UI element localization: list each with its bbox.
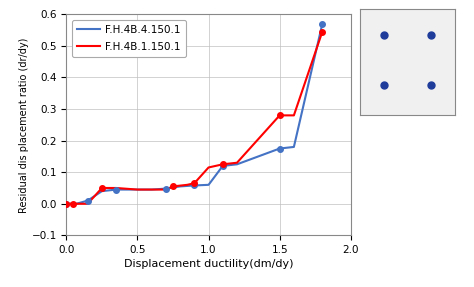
F.H.4B.4.150.1 xyxy=(191,184,197,187)
F.H.4B.4.150.1 xyxy=(99,189,105,193)
F.H.4B.1.150.1 xyxy=(319,30,325,33)
F.H.4B.4.150.1 xyxy=(206,183,211,187)
F.H.4B.1.150.1 xyxy=(71,202,76,205)
Line: F.H.4B.4.150.1: F.H.4B.4.150.1 xyxy=(66,24,322,204)
F.H.4B.4.150.1 xyxy=(319,22,325,26)
F.H.4B.1.150.1 xyxy=(170,185,176,188)
F.H.4B.1.150.1 xyxy=(184,183,190,187)
Legend: F.H.4B.4.150.1, F.H.4B.1.150.1: F.H.4B.4.150.1, F.H.4B.1.150.1 xyxy=(72,20,186,57)
F.H.4B.1.150.1 xyxy=(277,114,283,117)
Line: F.H.4B.1.150.1: F.H.4B.1.150.1 xyxy=(66,32,322,204)
F.H.4B.4.150.1 xyxy=(149,188,155,191)
F.H.4B.4.150.1 xyxy=(163,187,169,190)
F.H.4B.1.150.1 xyxy=(206,166,211,169)
F.H.4B.1.150.1 xyxy=(113,186,119,190)
F.H.4B.4.150.1 xyxy=(85,199,91,202)
X-axis label: Displacement ductility(dm/dy): Displacement ductility(dm/dy) xyxy=(124,259,293,269)
F.H.4B.1.150.1 xyxy=(135,188,140,191)
F.H.4B.4.150.1 xyxy=(64,202,69,205)
F.H.4B.4.150.1 xyxy=(220,164,226,168)
F.H.4B.1.150.1 xyxy=(99,186,105,190)
F.H.4B.4.150.1 xyxy=(291,145,297,149)
F.H.4B.4.150.1 xyxy=(113,188,119,191)
F.H.4B.1.150.1 xyxy=(64,202,69,205)
F.H.4B.4.150.1 xyxy=(277,147,283,150)
F.H.4B.1.150.1 xyxy=(234,161,240,164)
Y-axis label: Residual dis placement ratio (dr/dy): Residual dis placement ratio (dr/dy) xyxy=(18,37,28,213)
F.H.4B.4.150.1 xyxy=(177,185,183,188)
F.H.4B.1.150.1 xyxy=(163,188,169,191)
F.H.4B.4.150.1 xyxy=(234,162,240,166)
F.H.4B.1.150.1 xyxy=(85,202,91,205)
F.H.4B.4.150.1 xyxy=(73,202,79,205)
F.H.4B.1.150.1 xyxy=(191,182,197,185)
F.H.4B.1.150.1 xyxy=(291,114,297,117)
F.H.4B.1.150.1 xyxy=(220,162,226,166)
F.H.4B.4.150.1 xyxy=(135,188,140,191)
